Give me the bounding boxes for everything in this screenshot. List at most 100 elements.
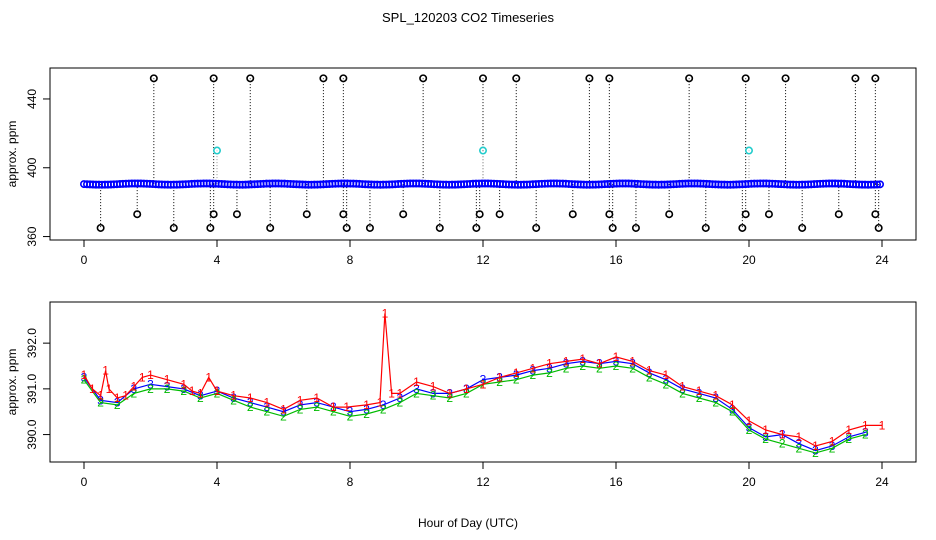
series-point-1: 1: [147, 368, 154, 382]
x-tick-label: 16: [609, 475, 623, 489]
series-point-1: 1: [114, 391, 121, 405]
series-point-2: 2: [829, 441, 836, 455]
x-tick-label: 8: [347, 253, 354, 267]
series-point-1: 1: [139, 370, 146, 384]
series-point-1: 1: [845, 423, 852, 437]
data-marks-top: [80, 74, 885, 232]
series-point-1: 1: [729, 398, 736, 412]
sample-point: [399, 210, 408, 219]
series-point-1: 1: [122, 389, 129, 403]
series-point-3: 3: [280, 405, 287, 419]
x-tick-label: 24: [875, 253, 889, 267]
sample-point: [475, 210, 484, 219]
series-line-2: [83, 365, 866, 454]
sample-point: [319, 74, 328, 83]
sample-point: [781, 74, 790, 83]
series-point-2: 2: [430, 389, 437, 403]
series-point-3: 3: [430, 386, 437, 400]
series-point-2: 2: [264, 405, 271, 419]
y-tick-label: 400: [25, 157, 39, 177]
series-point-1: 1: [280, 402, 287, 416]
series-point-2: 2: [197, 391, 204, 405]
sample-point: [665, 210, 674, 219]
series-point-2: 2: [513, 373, 520, 387]
series-point-1: 1: [164, 373, 171, 387]
series-point-1: 1: [663, 368, 670, 382]
series-point-3: 3: [646, 366, 653, 380]
series-point-1: 1: [613, 350, 620, 364]
series-point-2: 2: [164, 382, 171, 396]
series-point-3: 3: [114, 396, 121, 410]
series-point-2: 2: [779, 437, 786, 451]
series-point-3: 3: [247, 396, 254, 410]
sample-point: [133, 210, 142, 219]
sample-point: [232, 210, 241, 219]
series-point-3: 3: [347, 405, 354, 419]
series-point-3: 3: [862, 425, 869, 439]
sample-point: [435, 223, 444, 232]
x-tick-label: 0: [81, 253, 88, 267]
calibration-point: [744, 146, 753, 155]
series-point-2: 2: [546, 366, 553, 380]
sample-point: [585, 74, 594, 83]
x-axis-label: Hour of Day (UTC): [418, 516, 518, 530]
sample-point: [419, 74, 428, 83]
sample-point: [339, 210, 348, 219]
sample-point: [209, 210, 218, 219]
sample-point: [701, 223, 710, 232]
series-point-1: 1: [862, 418, 869, 432]
series-point-3: 3: [679, 382, 686, 396]
series-point-2: 2: [363, 407, 370, 421]
series-point-1: 1: [131, 380, 138, 394]
x-tick-label: 8: [347, 475, 354, 489]
series-point-3: 3: [480, 373, 487, 387]
series-point-1: 1: [513, 366, 520, 380]
series-point-1: 1: [762, 423, 769, 437]
series-point-1: 1: [629, 354, 636, 368]
series-point-3: 3: [812, 444, 819, 458]
series-point-2: 2: [313, 400, 320, 414]
series-point-1: 1: [106, 382, 113, 396]
series-point-3: 3: [197, 389, 204, 403]
sample-point: [851, 74, 860, 83]
series-point-2: 2: [230, 393, 237, 407]
series-point-2: 2: [796, 441, 803, 455]
series-point-1: 1: [679, 380, 686, 394]
calibration-point: [478, 146, 487, 155]
series-point-2: 2: [347, 409, 354, 423]
series-point-1: 1: [205, 370, 212, 384]
series-point-1: 1: [496, 370, 503, 384]
series-point-2: 2: [563, 361, 570, 375]
sample-point: [834, 210, 843, 219]
sample-point: [568, 210, 577, 219]
series-point-3: 3: [97, 393, 104, 407]
series-point-1: 1: [596, 357, 603, 371]
series-point-1: 1: [97, 389, 104, 403]
series-point-2: 2: [579, 359, 586, 373]
sample-point: [266, 223, 275, 232]
series-point-3: 3: [264, 400, 271, 414]
series-point-3: 3: [180, 382, 187, 396]
series-point-1: 1: [413, 375, 420, 389]
series-point-2: 2: [180, 384, 187, 398]
series-point-3: 3: [147, 377, 154, 391]
series-point-3: 3: [663, 373, 670, 387]
series-point-1: 1: [89, 382, 96, 396]
series-point-3: 3: [579, 354, 586, 368]
sample-point: [608, 223, 617, 232]
y-tick-label: 360: [25, 226, 39, 246]
sample-point: [495, 210, 504, 219]
series-point-1: 1: [363, 398, 370, 412]
series-point-3: 3: [313, 396, 320, 410]
sample-point: [149, 74, 158, 83]
series-point-1: 1: [377, 396, 384, 410]
series-point-3: 3: [380, 398, 387, 412]
series-point-3: 3: [746, 421, 753, 435]
x-tick-label: 24: [875, 475, 889, 489]
series-point-3: 3: [829, 439, 836, 453]
series-point-3: 3: [131, 382, 138, 396]
series-point-1: 1: [779, 428, 786, 442]
x-tick-label: 16: [609, 253, 623, 267]
series-point-2: 2: [762, 432, 769, 446]
